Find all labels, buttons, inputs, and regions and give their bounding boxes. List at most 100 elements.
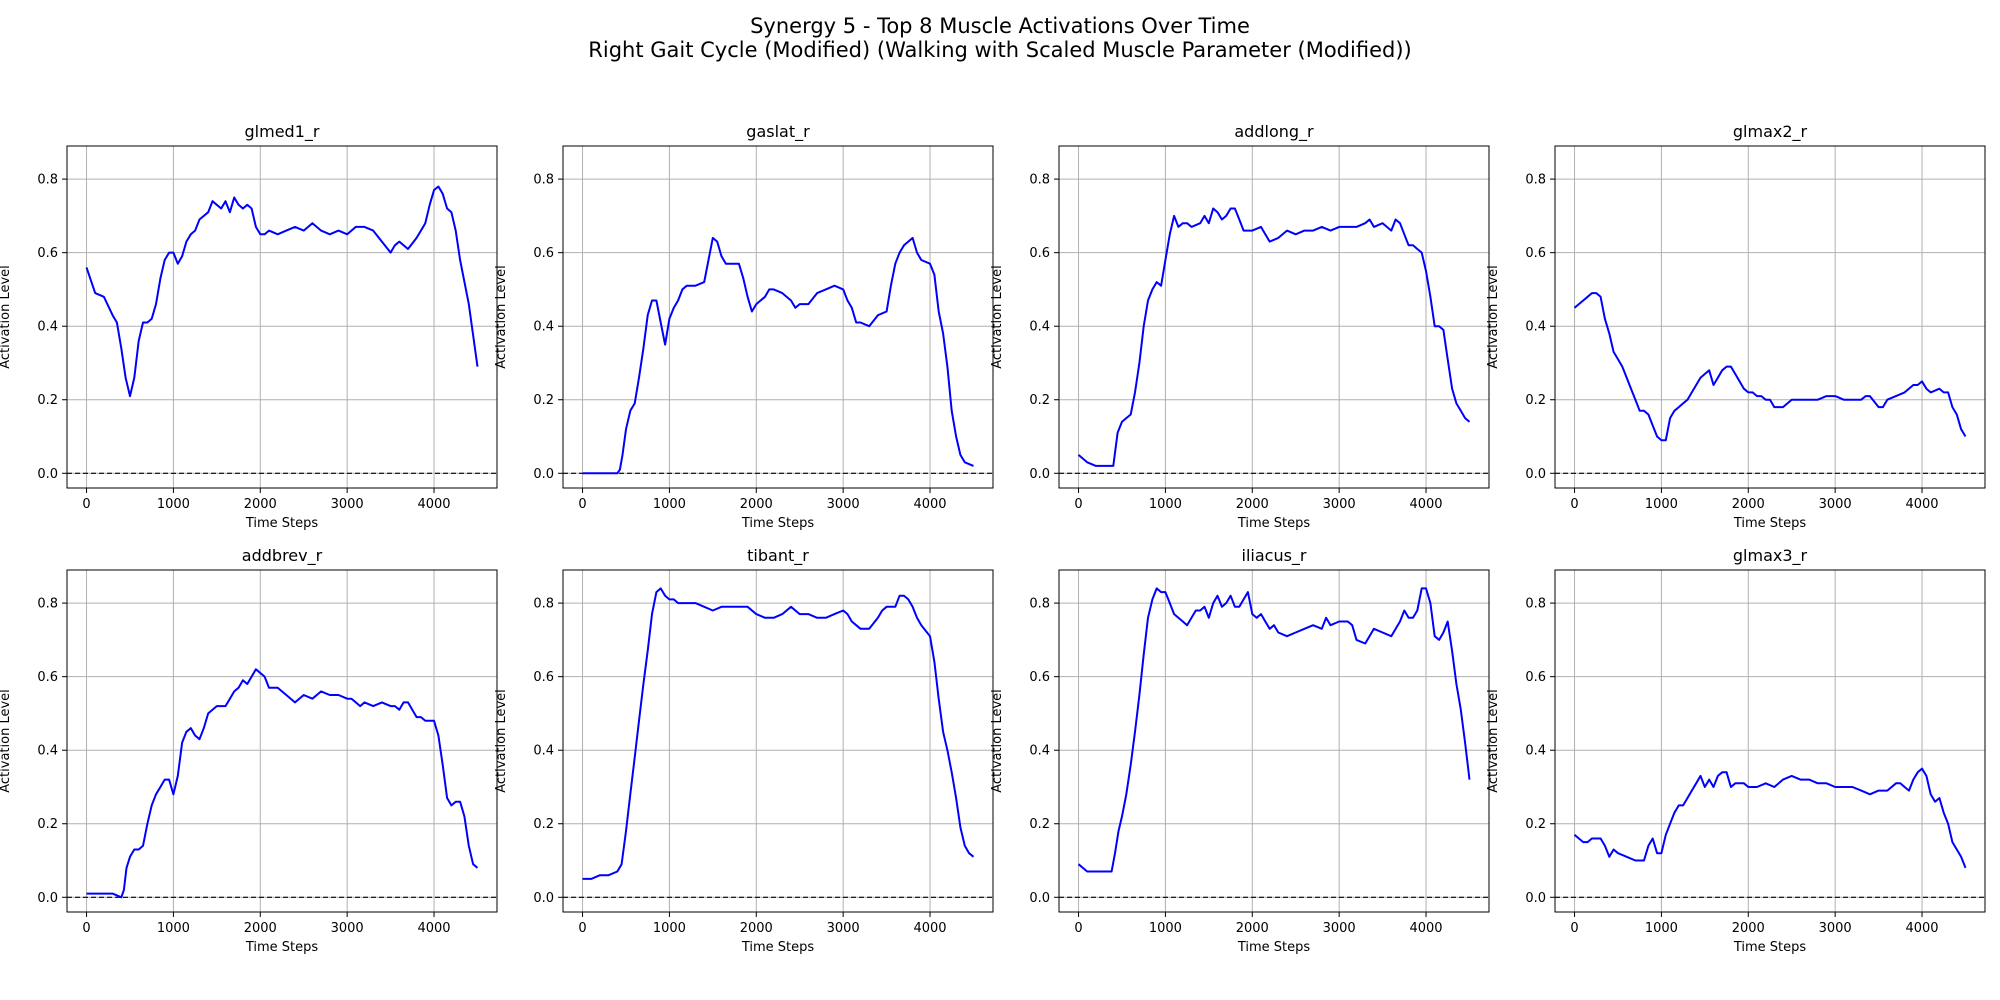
x-tick-label: 3000 (827, 497, 860, 512)
x-axis-label: Time Steps (1733, 940, 1807, 955)
axes-frame (66, 569, 498, 913)
y-tick-label: 0.0 (533, 891, 554, 906)
x-tick-label: 2000 (1236, 497, 1269, 512)
y-tick-label: 0.0 (37, 891, 58, 906)
y-tick-label: 0.8 (37, 173, 58, 188)
series-line-iliacus_r (1077, 587, 1471, 873)
x-tick-label: 3000 (827, 921, 860, 936)
x-tick-label: 4000 (1409, 921, 1442, 936)
x-tick-label: 2000 (244, 497, 277, 512)
x-tick-label: 0 (82, 921, 90, 936)
y-tick-label: 0.4 (37, 320, 58, 335)
y-tick-label: 0.6 (533, 246, 554, 261)
series-line-glmed1_r (85, 185, 479, 398)
x-tick-label: 4000 (1905, 497, 1938, 512)
y-tick-label: 0.2 (1525, 817, 1546, 832)
y-tick-label: 0.6 (37, 670, 58, 685)
x-tick-label: 3000 (1323, 497, 1356, 512)
axes-frame (66, 145, 498, 489)
subplot-iliacus_r: 0 1000 2000 3000 4000 0.0 0.2 0.4 0.6 0.8 iliacus_… (990, 546, 1490, 955)
x-tick-label: 1000 (157, 921, 190, 936)
x-tick-label: 1000 (157, 497, 190, 512)
y-tick-label: 0.4 (1525, 744, 1546, 759)
series-line-glmax3_r (1573, 767, 1967, 869)
x-tick-label: 4000 (417, 921, 450, 936)
x-tick-label: 0 (578, 921, 586, 936)
y-tick-label: 0.6 (1525, 670, 1546, 685)
y-tick-label: 0.6 (533, 670, 554, 685)
subplot-title: iliacus_r (1242, 546, 1307, 566)
subplot-tibant_r: 0 1000 2000 3000 4000 0.0 0.2 0.4 0.6 0.8 tibant_r… (494, 546, 994, 955)
x-axis-label: Time Steps (1733, 516, 1807, 531)
subplot-glmed1_r: 0 1000 2000 3000 4000 0.0 0.2 0.4 0.6 0.8 glmed1_r… (0, 122, 498, 531)
axes-frame (1058, 145, 1490, 489)
axes-frame (562, 569, 994, 913)
subplot-title: glmax2_r (1733, 122, 1808, 142)
y-tick-label: 0.8 (1525, 173, 1546, 188)
x-tick-label: 0 (1074, 497, 1082, 512)
y-tick-label: 0.4 (533, 320, 554, 335)
x-tick-label: 1000 (1149, 921, 1182, 936)
y-tick-label: 0.2 (533, 817, 554, 832)
x-tick-label: 3000 (331, 497, 364, 512)
x-tick-label: 1000 (653, 497, 686, 512)
x-tick-label: 4000 (913, 921, 946, 936)
y-axis-label: Activation Level (990, 265, 1005, 369)
y-axis-label: Activation Level (494, 689, 509, 793)
axes-frame (1554, 145, 1986, 489)
y-tick-label: 0.2 (533, 393, 554, 408)
subplot-glmax3_r: 0 1000 2000 3000 4000 0.0 0.2 0.4 0.6 0.8 glmax3_r… (1486, 546, 1986, 955)
x-tick-label: 0 (578, 497, 586, 512)
x-tick-label: 0 (82, 497, 90, 512)
y-tick-label: 0.6 (1525, 246, 1546, 261)
series-line-addlong_r (1077, 207, 1471, 467)
y-axis-label: Activation Level (1486, 689, 1501, 793)
x-axis-label: Time Steps (741, 940, 815, 955)
y-tick-label: 0.2 (37, 817, 58, 832)
x-tick-label: 3000 (1819, 497, 1852, 512)
subplot-title: tibant_r (747, 546, 809, 566)
axes-frame (1554, 569, 1986, 913)
y-tick-label: 0.0 (1525, 467, 1546, 482)
y-tick-label: 0.8 (1525, 597, 1546, 612)
y-axis-label: Activation Level (1486, 265, 1501, 369)
x-tick-label: 0 (1074, 921, 1082, 936)
subplot-gaslat_r: 0 1000 2000 3000 4000 0.0 0.2 0.4 0.6 0.8 gaslat_r… (494, 122, 994, 531)
y-tick-label: 0.0 (1029, 467, 1050, 482)
y-tick-label: 0.2 (1029, 817, 1050, 832)
x-tick-label: 3000 (1323, 921, 1356, 936)
y-tick-label: 0.0 (533, 467, 554, 482)
axes-frame (1058, 569, 1490, 913)
y-tick-label: 0.4 (533, 744, 554, 759)
series-line-glmax2_r (1573, 292, 1967, 442)
y-axis-label: Activation Level (0, 689, 13, 793)
x-tick-label: 4000 (1409, 497, 1442, 512)
y-axis-label: Activation Level (990, 689, 1005, 793)
x-tick-label: 4000 (417, 497, 450, 512)
axes-frame (562, 145, 994, 489)
x-tick-label: 3000 (331, 921, 364, 936)
y-tick-label: 0.8 (37, 597, 58, 612)
y-tick-label: 0.6 (1029, 246, 1050, 261)
x-tick-label: 2000 (1732, 497, 1765, 512)
y-tick-label: 0.0 (1525, 891, 1546, 906)
series-line-addbrev_r (86, 668, 479, 899)
x-axis-label: Time Steps (741, 516, 815, 531)
y-tick-label: 0.4 (1029, 744, 1050, 759)
subplot-title: gaslat_r (746, 122, 810, 142)
y-tick-label: 0.0 (1029, 891, 1050, 906)
x-axis-label: Time Steps (1237, 940, 1311, 955)
x-tick-label: 2000 (740, 497, 773, 512)
x-tick-label: 1000 (1149, 497, 1182, 512)
x-axis-label: Time Steps (245, 516, 319, 531)
x-tick-label: 3000 (1819, 921, 1852, 936)
subplot-title: glmed1_r (245, 122, 320, 142)
x-tick-label: 2000 (740, 921, 773, 936)
y-tick-label: 0.8 (1029, 173, 1050, 188)
y-tick-label: 0.2 (1525, 393, 1546, 408)
y-axis-label: Activation Level (0, 265, 13, 369)
y-tick-label: 0.2 (37, 393, 58, 408)
x-tick-label: 4000 (1905, 921, 1938, 936)
y-tick-label: 0.4 (37, 744, 58, 759)
